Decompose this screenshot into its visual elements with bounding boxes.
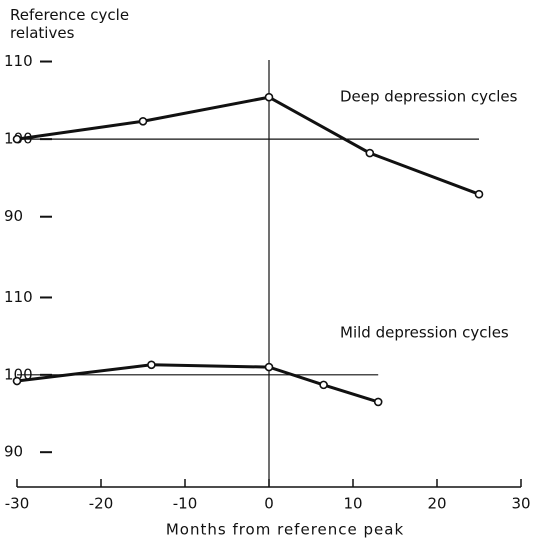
data-point	[474, 189, 484, 199]
y-tick-label: 110	[4, 288, 33, 306]
y-axis-label: Reference cycle relatives	[10, 6, 130, 42]
x-tick-label: 0	[264, 495, 274, 513]
y-tick-label: 110	[4, 52, 33, 70]
y-tick-label: 90	[4, 207, 23, 225]
data-point	[264, 362, 274, 372]
panel-title: Mild depression cycles	[340, 324, 509, 342]
data-point	[365, 148, 375, 158]
x-tick-label: -30	[5, 495, 30, 513]
data-point	[264, 92, 274, 102]
x-tick-label: 20	[427, 495, 446, 513]
x-tick-label: 10	[343, 495, 362, 513]
data-point	[12, 134, 22, 144]
x-tick-label: 30	[511, 495, 530, 513]
x-tick-label: -20	[89, 495, 114, 513]
data-point	[373, 397, 383, 407]
data-point	[319, 380, 328, 390]
data-line	[16, 95, 480, 196]
panel-title: Deep depression cycles	[340, 88, 518, 106]
data-point	[138, 116, 148, 126]
data-point	[12, 376, 22, 386]
x-axis-label: Months from reference peak	[166, 521, 404, 539]
data-point	[147, 360, 156, 370]
x-tick-label: -10	[173, 495, 198, 513]
y-tick-label: 90	[4, 443, 23, 461]
